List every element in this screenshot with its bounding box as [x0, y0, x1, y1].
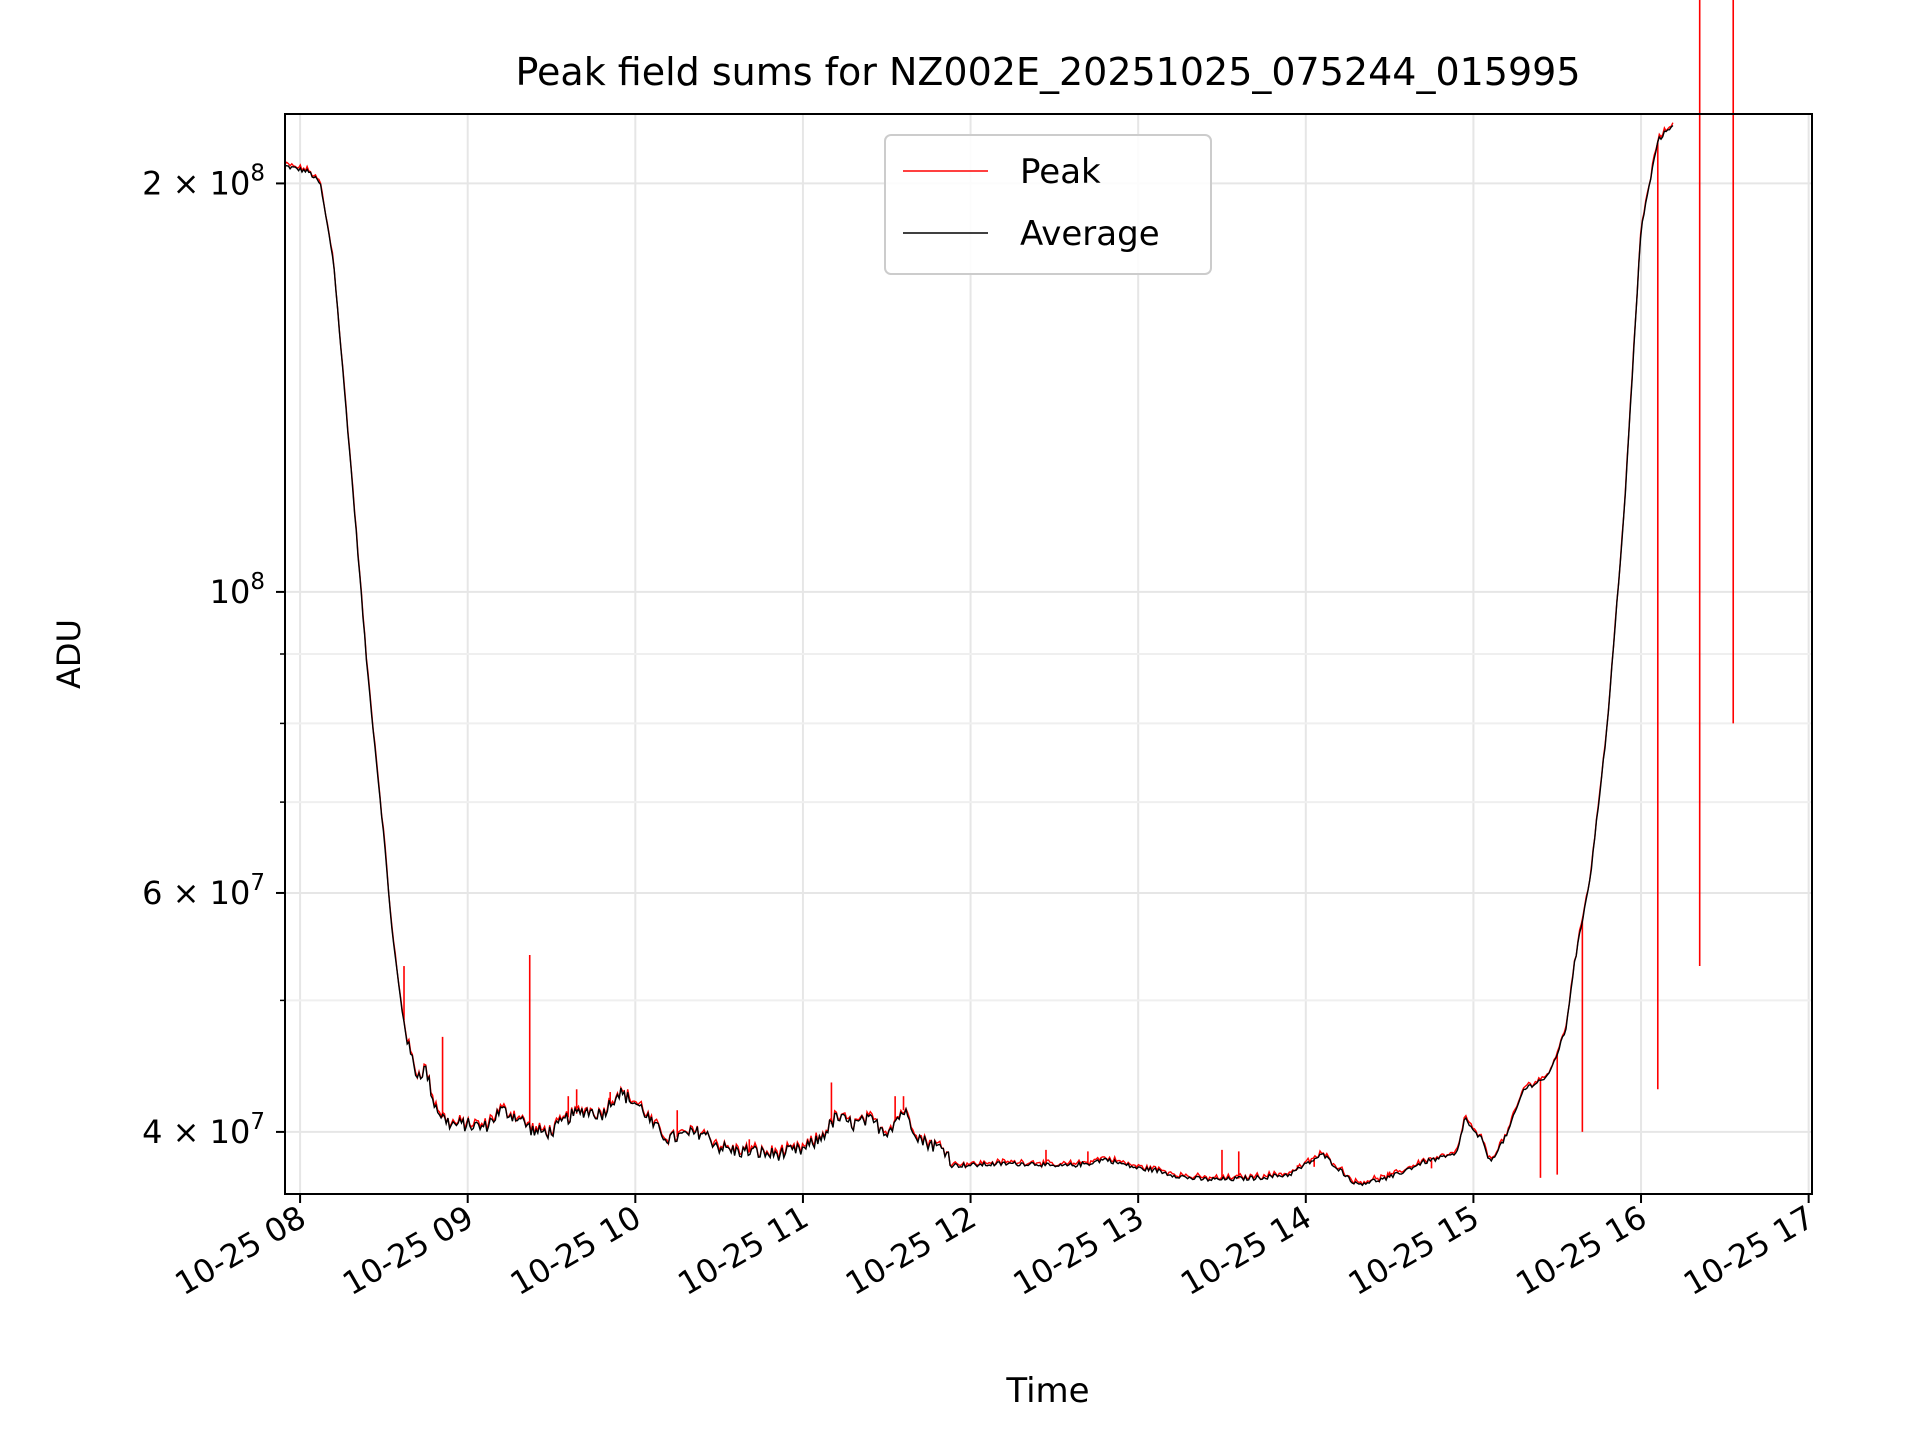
y-axis-label: ADU — [50, 619, 88, 689]
y-tick-label: 108 — [210, 569, 265, 611]
y-tick-label: 2 × 108 — [142, 160, 265, 202]
peak-spikes — [403, 0, 1735, 1180]
average-series-line — [284, 124, 1674, 1187]
x-axis-label: Time — [1005, 1371, 1089, 1411]
chart-title: Peak field sums for NZ002E_20251025_0752… — [515, 50, 1580, 94]
legend: Peak Average — [884, 134, 1212, 275]
y-tick-label: 4 × 107 — [142, 1109, 265, 1151]
legend-average-label: Average — [1020, 214, 1160, 254]
y-tick-label: 6 × 107 — [142, 870, 265, 912]
legend-box — [884, 134, 1212, 275]
legend-peak-label: Peak — [1020, 152, 1101, 192]
plot-series — [284, 0, 1735, 1187]
